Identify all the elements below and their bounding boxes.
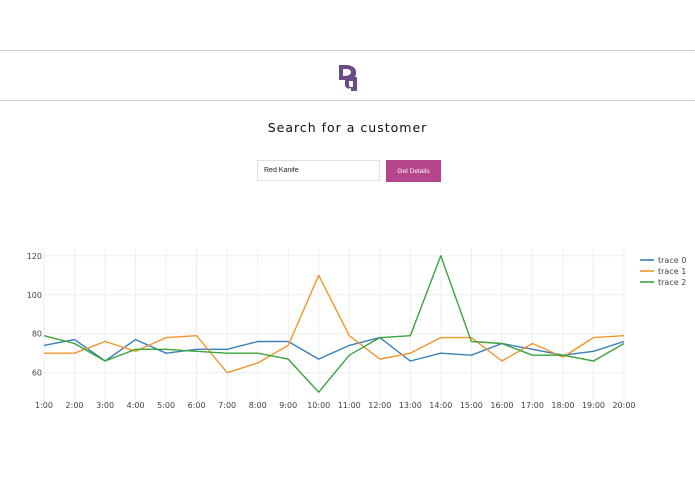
x-tick-label: 3:00: [96, 401, 114, 410]
y-tick-label: 120: [27, 252, 42, 261]
logo-icon[interactable]: [337, 64, 361, 92]
series-line-0: [43, 336, 625, 362]
customer-line-chart: 60 80 100 120 1:00 2:00 3:00 4:00 5:00 6:00 7:00 8:…: [27, 248, 686, 410]
series-line-2: [43, 255, 625, 393]
x-tick-label: 8:00: [249, 401, 267, 410]
x-tick-label: 2:00: [66, 401, 84, 410]
page-title: Search for a customer: [267, 120, 428, 135]
x-tick-label: 14:00: [429, 401, 452, 410]
series-line-1: [44, 274, 625, 374]
x-tick-label: 12:00: [368, 401, 391, 410]
customer-search-input[interactable]: [257, 160, 380, 181]
x-tick-label: 9:00: [279, 401, 297, 410]
x-tick-label: 10:00: [307, 401, 330, 410]
x-tick-label: 7:00: [218, 401, 236, 410]
x-tick-label: 1:00: [35, 401, 53, 410]
x-tick-label: 13:00: [399, 401, 422, 410]
get-details-button[interactable]: Get Details: [386, 160, 441, 182]
x-tick-label: 17:00: [521, 401, 544, 410]
legend-label-2: trace 2: [658, 278, 686, 287]
x-tick-label: 15:00: [460, 401, 483, 410]
header-top-divider: [0, 50, 695, 51]
y-tick-label: 80: [32, 330, 42, 339]
x-tick-label: 18:00: [551, 401, 574, 410]
y-tick-label: 100: [27, 291, 42, 300]
header-bottom-divider: [0, 100, 695, 101]
x-tick-label: 6:00: [188, 401, 206, 410]
x-tick-label: 11:00: [338, 401, 361, 410]
x-tick-label: 19:00: [582, 401, 605, 410]
x-tick-label: 16:00: [490, 401, 513, 410]
y-tick-label: 60: [32, 369, 42, 378]
legend-label-0: trace 0: [658, 256, 686, 265]
x-tick-label: 5:00: [157, 401, 175, 410]
x-tick-label: 4:00: [127, 401, 145, 410]
x-tick-label: 20:00: [612, 401, 635, 410]
legend-label-1: trace 1: [658, 267, 686, 276]
